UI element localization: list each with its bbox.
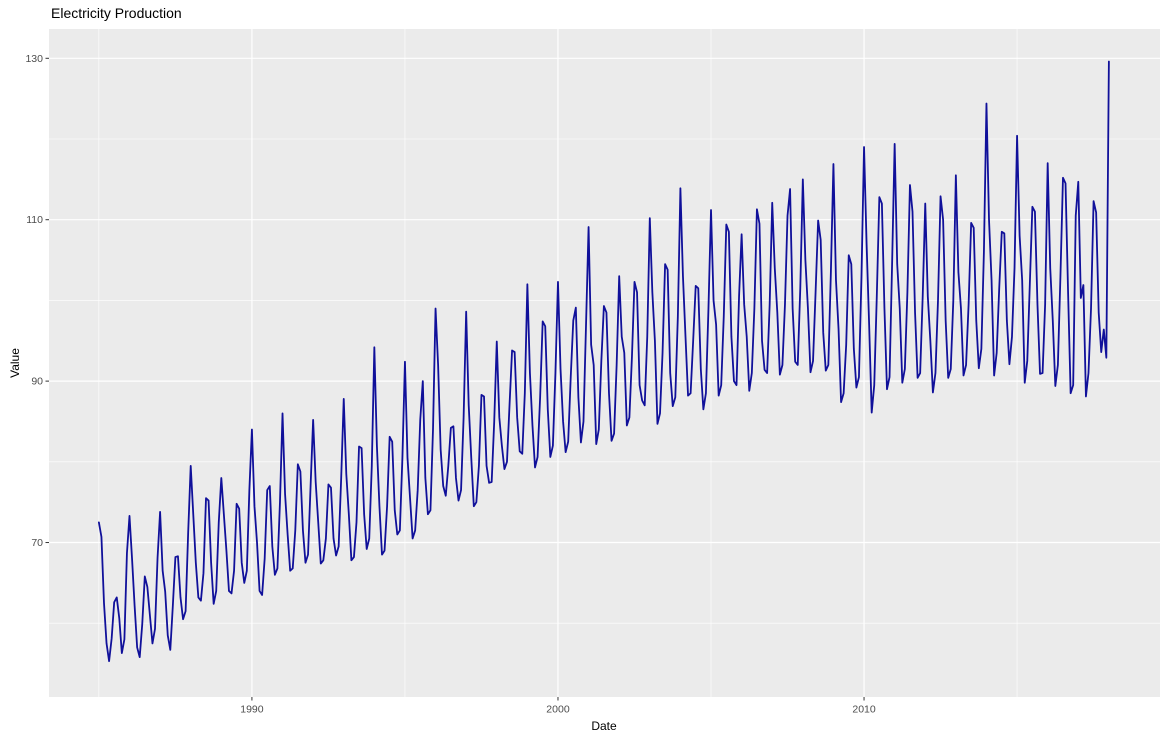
plot-panel <box>49 29 1160 697</box>
value-line-series <box>97 60 1110 663</box>
x-tick-label: 2010 <box>852 704 876 716</box>
y-tick-label: 70 <box>31 537 43 549</box>
x-tick-label: 1990 <box>240 704 264 716</box>
y-axis-title: Value <box>8 348 22 378</box>
y-tick-label: 130 <box>25 53 43 65</box>
y-tick-label: 90 <box>31 376 43 388</box>
x-tick-label: 2000 <box>546 704 570 716</box>
y-tick-label: 110 <box>26 214 43 226</box>
x-axis-title: Date <box>591 719 617 733</box>
chart-title: Electricity Production <box>51 5 182 21</box>
plot-region: 1990 2000 2010 70 90 110 130 <box>25 29 1160 716</box>
